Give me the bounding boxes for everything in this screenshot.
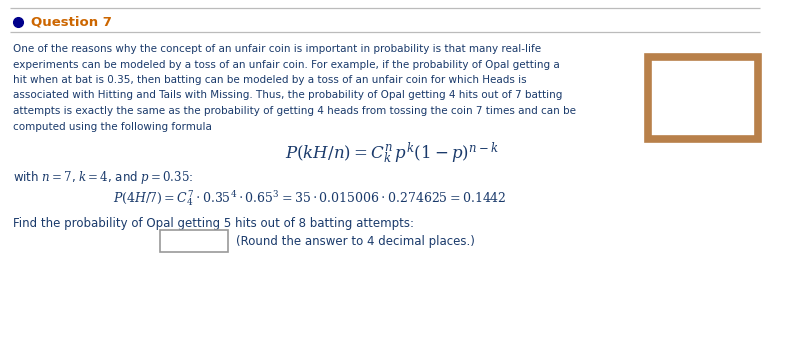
- Text: hit when at bat is 0.35, then batting can be modeled by a toss of an unfair coin: hit when at bat is 0.35, then batting ca…: [13, 75, 527, 85]
- Text: computed using the following formula: computed using the following formula: [13, 121, 212, 132]
- Text: One of the reasons why the concept of an unfair coin is important in probability: One of the reasons why the concept of an…: [13, 44, 541, 54]
- Bar: [160, 230, 228, 252]
- Text: (Round the answer to 4 decimal places.): (Round the answer to 4 decimal places.): [236, 235, 475, 247]
- Text: with $n=7$, $k=4$, and $p=0.35$:: with $n=7$, $k=4$, and $p=0.35$:: [13, 169, 193, 186]
- Bar: [648, 57, 758, 139]
- Text: associated with Hitting and Tails with Missing. Thus, the probability of Opal ge: associated with Hitting and Tails with M…: [13, 90, 562, 101]
- Text: Question 7: Question 7: [31, 15, 112, 29]
- Text: attempts is exactly the same as the probability of getting 4 heads from tossing : attempts is exactly the same as the prob…: [13, 106, 576, 116]
- Text: $P(kH/n) = C^n_k\,p^k(1-p)^{n-k}$: $P(kH/n) = C^n_k\,p^k(1-p)^{n-k}$: [285, 140, 498, 166]
- Text: experiments can be modeled by a toss of an unfair coin. For example, if the prob: experiments can be modeled by a toss of …: [13, 59, 560, 69]
- Text: $P(4H/7) = C^7_4\cdot 0.35^4\cdot 0.65^3 = 35\cdot 0.015006\cdot 0.274625 = 0.14: $P(4H/7) = C^7_4\cdot 0.35^4\cdot 0.65^3…: [113, 188, 507, 208]
- Text: Find the probability of Opal getting 5 hits out of 8 batting attempts:: Find the probability of Opal getting 5 h…: [13, 217, 414, 230]
